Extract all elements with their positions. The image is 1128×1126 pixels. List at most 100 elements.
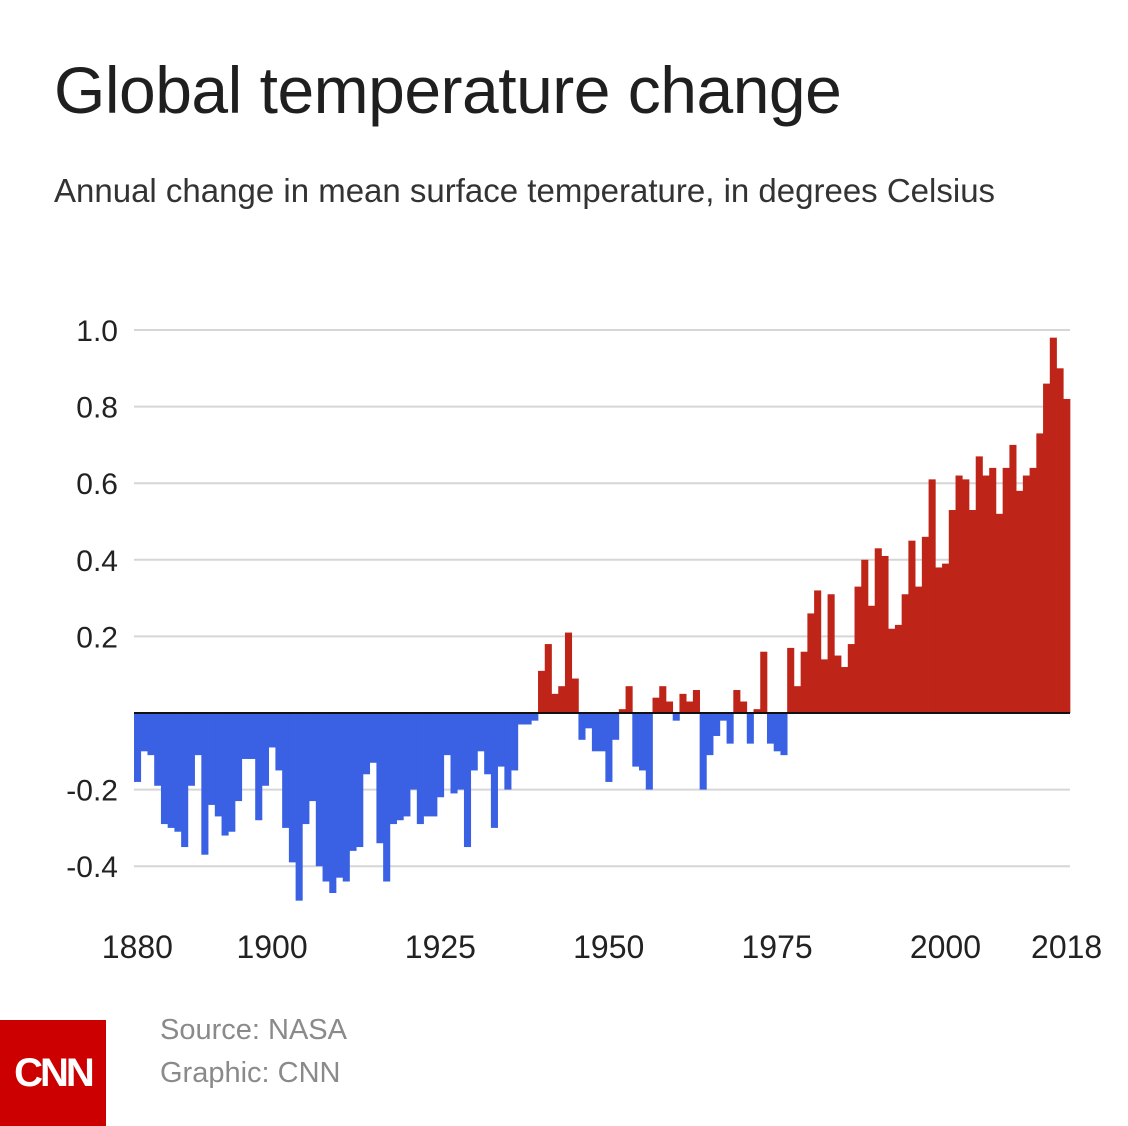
- bar-1971: [746, 713, 754, 744]
- bar-1967: [719, 713, 727, 721]
- bar-1962: [686, 701, 694, 713]
- bar-1926: [443, 713, 451, 756]
- bar-1969: [733, 690, 741, 713]
- bar-1953: [625, 686, 633, 713]
- bar-1899: [261, 713, 270, 786]
- bar-1995: [908, 540, 916, 713]
- bar-1914: [362, 713, 371, 775]
- x-tick-label: 2018: [1031, 929, 1102, 965]
- bar-1980: [807, 613, 815, 713]
- bar-1956: [645, 713, 653, 790]
- bar-1973: [760, 651, 768, 713]
- bar-1905: [302, 713, 310, 825]
- bar-1887: [181, 713, 189, 848]
- bar-1947: [585, 713, 593, 729]
- y-tick-label: -0.2: [66, 775, 118, 808]
- bar-1882: [147, 713, 155, 756]
- temperature-bar-chart: 1.0 0.8 0.6 0.4 0.2 -0.2 -0.4 1880 1900 1925 1950…: [66, 315, 1102, 965]
- bar-1945: [571, 678, 579, 713]
- bar-1990: [874, 548, 882, 713]
- bar-2010: [1009, 444, 1017, 713]
- bar-1952: [618, 709, 626, 713]
- bar-1911: [342, 713, 350, 882]
- bar-1908: [322, 713, 330, 882]
- bar-1894: [228, 713, 236, 832]
- bar-2002: [955, 475, 963, 713]
- bar-1907: [315, 713, 323, 867]
- bar-1938: [524, 713, 532, 725]
- bar-1922: [416, 713, 424, 825]
- bar-1991: [881, 555, 889, 713]
- bar-1932: [484, 713, 492, 775]
- bar-2016: [1049, 337, 1057, 713]
- bar-1950: [605, 713, 613, 782]
- bar-1929: [463, 713, 472, 848]
- y-tick-label: 0.8: [76, 392, 118, 425]
- bar-1948: [591, 713, 599, 752]
- bar-1983: [827, 594, 835, 713]
- bar-2018: [1063, 398, 1071, 713]
- bar-1928: [457, 713, 465, 790]
- bar-1942: [551, 693, 559, 713]
- bar-1897: [248, 713, 256, 759]
- bar-1979: [800, 651, 808, 713]
- bar-1936: [511, 713, 519, 771]
- bar-1892: [214, 713, 222, 817]
- bar-1966: [713, 713, 721, 736]
- chart-subtitle: Annual change in mean surface temperatur…: [54, 172, 996, 209]
- bar-1943: [558, 686, 566, 713]
- bar-1965: [706, 713, 714, 756]
- bar-1913: [356, 713, 364, 848]
- bar-1954: [632, 713, 640, 767]
- bar-1933: [490, 713, 498, 828]
- bar-2013: [1029, 467, 1037, 713]
- bar-1904: [295, 713, 303, 901]
- bar-1917: [383, 713, 391, 882]
- bar-1910: [336, 713, 344, 878]
- x-tick-label: 1925: [405, 929, 476, 965]
- bar-1921: [410, 713, 418, 790]
- y-tick-label: 0.6: [76, 468, 118, 501]
- bar-1996: [915, 586, 923, 713]
- bar-1889: [194, 713, 202, 756]
- chart-title: Global temperature change: [54, 53, 842, 127]
- graphic-credit: Graphic: CNN: [160, 1057, 341, 1089]
- bar-1900: [268, 713, 276, 748]
- bar-1998: [928, 479, 936, 713]
- y-tick-label: 0.4: [76, 545, 118, 578]
- bar-1909: [329, 713, 337, 894]
- bar-1931: [477, 713, 485, 752]
- bar-1925: [437, 713, 445, 798]
- bar-1903: [288, 713, 296, 863]
- bar-1964: [699, 713, 707, 790]
- cnn-logo-text: CNN: [14, 1050, 95, 1095]
- bar-1977: [787, 647, 795, 713]
- bar-1924: [430, 713, 438, 817]
- bar-1881: [140, 713, 148, 752]
- bar-1898: [255, 713, 263, 821]
- bar-1891: [208, 713, 216, 805]
- x-tick-label: 2000: [910, 929, 981, 965]
- bar-1992: [888, 628, 896, 713]
- bar-1955: [639, 713, 647, 771]
- bar-1946: [578, 713, 586, 740]
- bar-1994: [901, 594, 909, 713]
- bar-1906: [309, 713, 317, 802]
- bar-1957: [652, 697, 660, 713]
- bar-2011: [1016, 490, 1024, 713]
- bar-1999: [935, 567, 943, 713]
- bar-1978: [793, 686, 801, 713]
- bar-1935: [504, 713, 512, 790]
- bar-1959: [665, 701, 674, 713]
- bar-1890: [201, 713, 209, 855]
- bar-1987: [854, 586, 862, 713]
- bar-1951: [612, 713, 620, 740]
- bar-2008: [995, 513, 1004, 713]
- bar-1901: [275, 713, 283, 771]
- bar-1976: [780, 713, 788, 756]
- bar-1993: [894, 624, 902, 713]
- bars: [134, 337, 1071, 901]
- bar-1974: [766, 713, 775, 744]
- bar-1981: [814, 590, 822, 713]
- bar-1920: [403, 713, 411, 817]
